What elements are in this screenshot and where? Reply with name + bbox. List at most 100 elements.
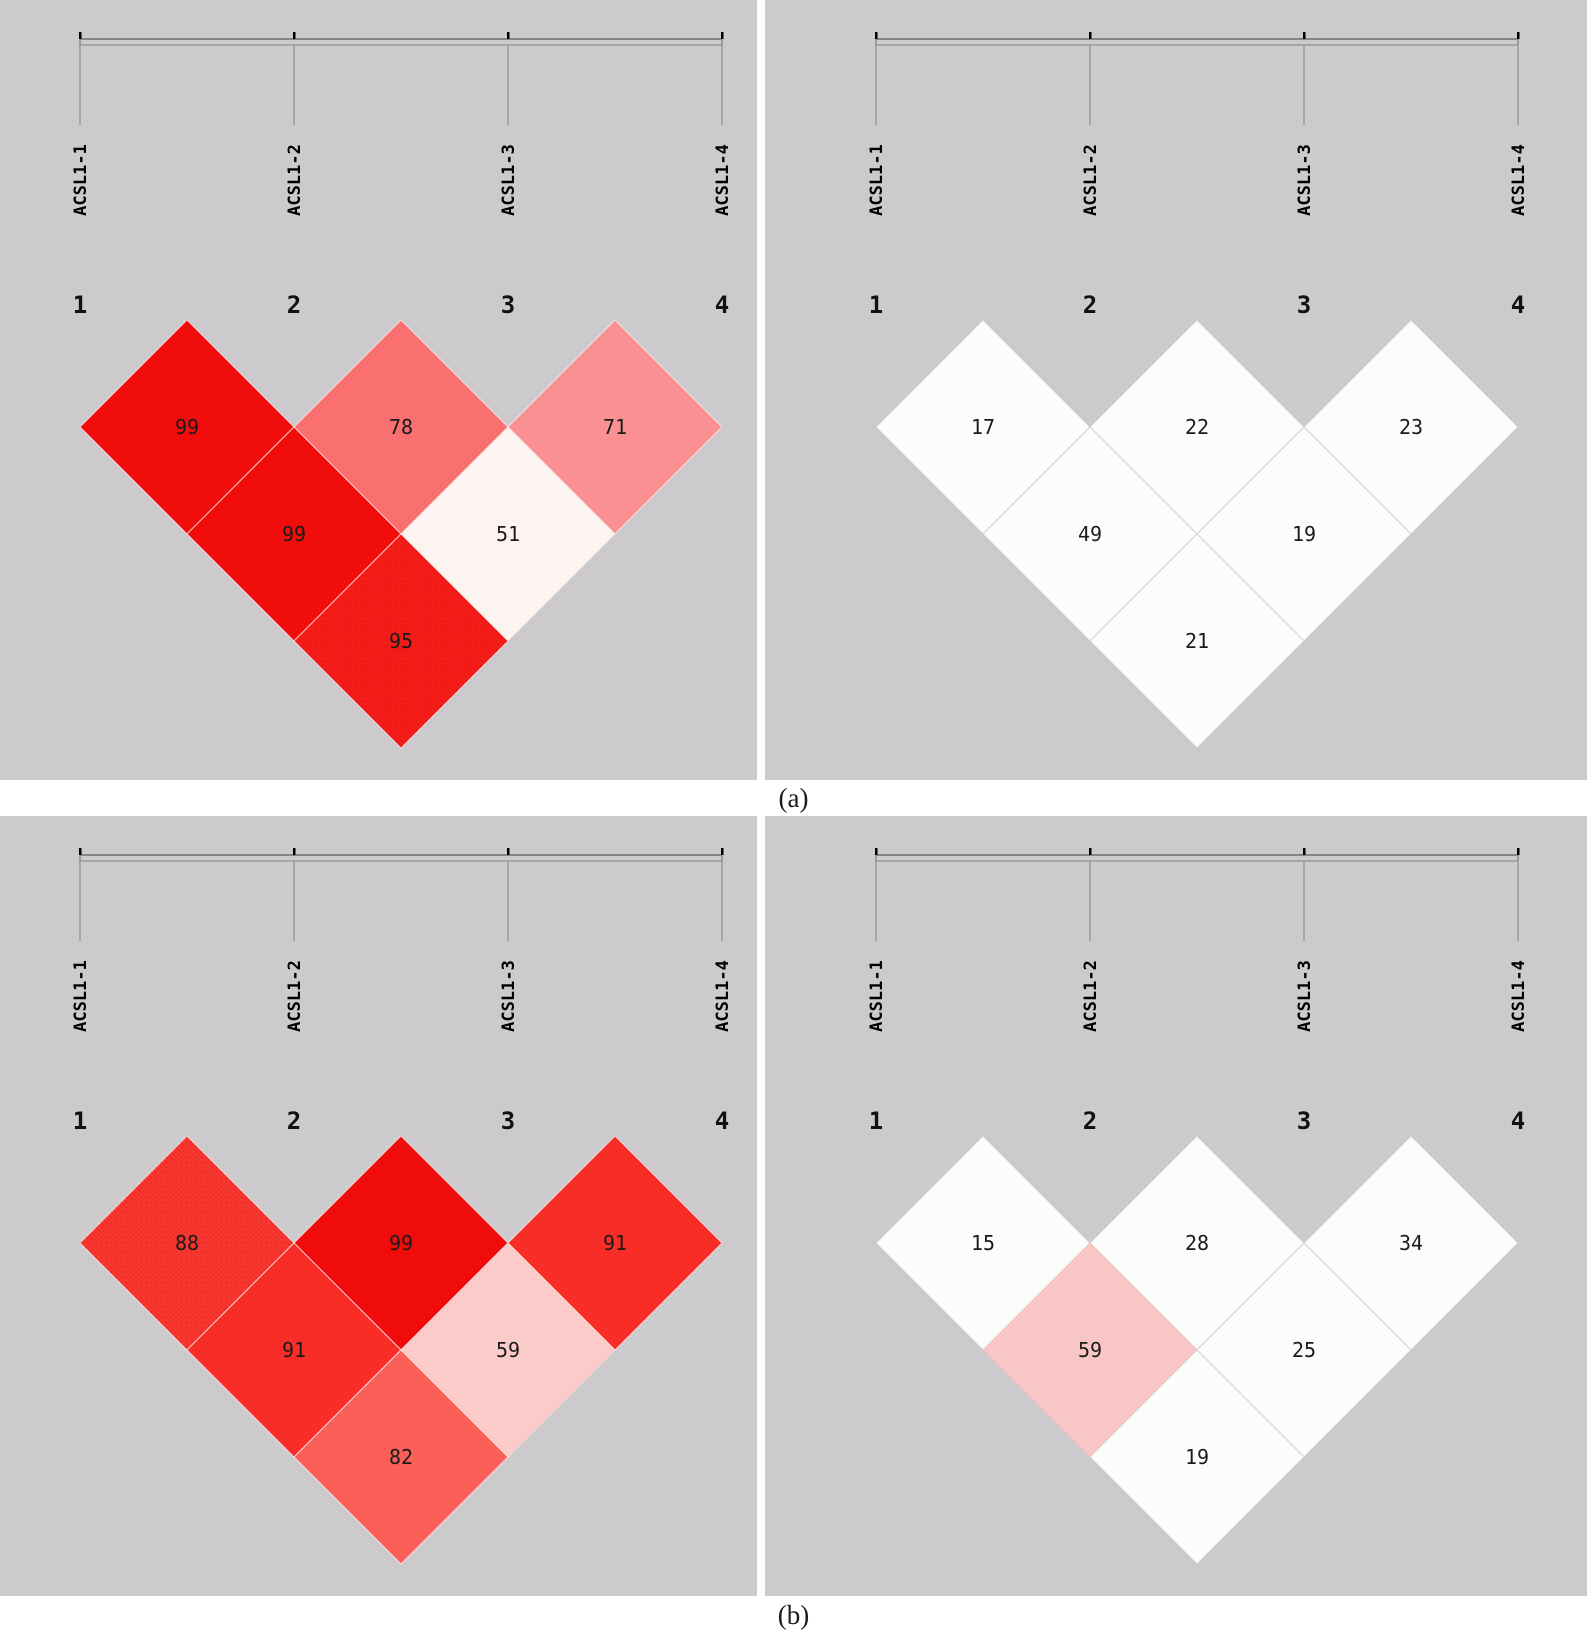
marker-label: ACSL1-4: [713, 144, 733, 216]
ld-cell-value: 88: [175, 1231, 199, 1255]
ld-cell-value: 59: [1078, 1338, 1102, 1362]
panel-divider: [757, 0, 765, 780]
marker-label: ACSL1-3: [1295, 960, 1315, 1032]
ld-cell-diamond: [293, 1349, 509, 1565]
marker-connectors: [875, 45, 1519, 125]
ruler-tick: [1303, 32, 1306, 39]
ruler-tick: [1089, 848, 1092, 855]
ld-cell-value: 91: [603, 1231, 627, 1255]
marker-labels: ACSL1-1 ACSL1-2 ACSL1-3 ACSL1-4: [867, 144, 1529, 216]
ruler-tick: [875, 32, 878, 39]
marker-label: ACSL1-3: [499, 144, 519, 216]
caption-b: (b): [777, 1600, 810, 1630]
ld-cell-value: 91: [282, 1338, 306, 1362]
ld-cell-value: 51: [496, 522, 520, 546]
ld-panel-a-right: ACSL1-1 ACSL1-2 ACSL1-3 ACSL1-4 1 2 3 4 …: [765, 0, 1587, 780]
marker-number: 1: [869, 1107, 883, 1135]
ruler-tick: [293, 848, 296, 855]
marker-labels: ACSL1-1 ACSL1-2 ACSL1-3 ACSL1-4: [71, 960, 733, 1032]
ld-cell-value: 34: [1399, 1231, 1423, 1255]
ruler-tick: [1517, 848, 1520, 855]
marker-connectors: [875, 861, 1519, 941]
marker-numbers: 1 2 3 4: [73, 291, 729, 319]
marker-label: ACSL1-1: [71, 144, 91, 216]
genomic-ruler: [79, 848, 724, 862]
panel-row-b: ACSL1-1 ACSL1-2 ACSL1-3 ACSL1-4 1 2 3 4 …: [0, 816, 1587, 1596]
ld-cell-value: 15: [971, 1231, 995, 1255]
ld-cell-value: 99: [389, 1231, 413, 1255]
ruler-tick: [507, 848, 510, 855]
marker-labels: ACSL1-1 ACSL1-2 ACSL1-3 ACSL1-4: [867, 960, 1529, 1032]
marker-label: ACSL1-3: [499, 960, 519, 1032]
marker-number: 2: [1083, 1107, 1097, 1135]
ld-cell-value: 19: [1292, 522, 1316, 546]
marker-number: 3: [1297, 291, 1311, 319]
ld-cell-diamond: [1089, 533, 1305, 749]
ld-cell-value: 19: [1185, 1445, 1209, 1469]
marker-number: 4: [715, 291, 729, 319]
marker-number: 4: [715, 1107, 729, 1135]
marker-label: ACSL1-4: [713, 960, 733, 1032]
panel-row-a: ACSL1-1 ACSL1-2 ACSL1-3 ACSL1-4 1 2 3 4 …: [0, 0, 1587, 780]
ld-cell-value: 28: [1185, 1231, 1209, 1255]
marker-number: 2: [287, 1107, 301, 1135]
ruler-tick: [507, 32, 510, 39]
marker-number: 1: [73, 291, 87, 319]
ld-cell-value: 71: [603, 415, 627, 439]
ld-cell-value: 21: [1185, 629, 1209, 653]
ruler-tick: [79, 32, 82, 39]
genomic-ruler: [875, 32, 1520, 46]
ld-cell-1-4: 19: [1089, 1349, 1305, 1565]
ruler-tick: [721, 32, 724, 39]
ld-panel-b-right: ACSL1-1 ACSL1-2 ACSL1-3 ACSL1-4 1 2 3 4 …: [765, 816, 1587, 1596]
ld-cell-value: 78: [389, 415, 413, 439]
ld-cell-value: 17: [971, 415, 995, 439]
marker-labels: ACSL1-1 ACSL1-2 ACSL1-3 ACSL1-4: [71, 144, 733, 216]
marker-label: ACSL1-2: [1081, 144, 1101, 216]
ruler-tick: [1517, 32, 1520, 39]
marker-label: ACSL1-1: [867, 144, 887, 216]
marker-label: ACSL1-1: [867, 960, 887, 1032]
marker-number: 4: [1511, 291, 1525, 319]
caption-a: (a): [778, 782, 809, 813]
marker-number: 3: [501, 291, 515, 319]
marker-connectors: [79, 861, 723, 941]
marker-numbers: 1 2 3 4: [73, 1107, 729, 1135]
ld-cell-value: 22: [1185, 415, 1209, 439]
marker-label: ACSL1-2: [1081, 960, 1101, 1032]
ld-cell-value: 25: [1292, 1338, 1316, 1362]
marker-label: ACSL1-1: [71, 960, 91, 1032]
marker-label: ACSL1-2: [285, 144, 305, 216]
ld-cells: 15 28 34 59: [875, 1135, 1519, 1565]
ld-cell-value: 59: [496, 1338, 520, 1362]
ld-cell-1-4: 82: [293, 1349, 509, 1565]
marker-number: 3: [1297, 1107, 1311, 1135]
genomic-ruler: [875, 848, 1520, 862]
genomic-ruler: [79, 32, 724, 46]
ruler-tick: [1303, 848, 1306, 855]
marker-number: 1: [73, 1107, 87, 1135]
ld-cell-value: 82: [389, 1445, 413, 1469]
marker-number: 4: [1511, 1107, 1525, 1135]
ld-cell-value: 99: [175, 415, 199, 439]
marker-label: ACSL1-4: [1509, 960, 1529, 1032]
marker-label: ACSL1-3: [1295, 144, 1315, 216]
ld-cell-value: 95: [389, 629, 413, 653]
ruler-tick: [721, 848, 724, 855]
ld-cell-value: 23: [1399, 415, 1423, 439]
ruler-tick: [875, 848, 878, 855]
marker-numbers: 1 2 3 4: [869, 291, 1525, 319]
marker-label: ACSL1-4: [1509, 144, 1529, 216]
ld-panel-a-left: ACSL1-1 ACSL1-2 ACSL1-3 ACSL1-4 1 2 3 4 …: [0, 0, 757, 780]
marker-numbers: 1 2 3 4: [869, 1107, 1525, 1135]
panel-divider: [757, 816, 765, 1596]
marker-connectors: [79, 45, 723, 125]
ruler-tick: [293, 32, 296, 39]
ruler-tick: [79, 848, 82, 855]
ld-cell-value: 99: [282, 522, 306, 546]
ld-cells: 17 22 23 49: [875, 319, 1519, 749]
ruler-tick: [1089, 32, 1092, 39]
ld-cell-value: 49: [1078, 522, 1102, 546]
marker-number: 2: [287, 291, 301, 319]
